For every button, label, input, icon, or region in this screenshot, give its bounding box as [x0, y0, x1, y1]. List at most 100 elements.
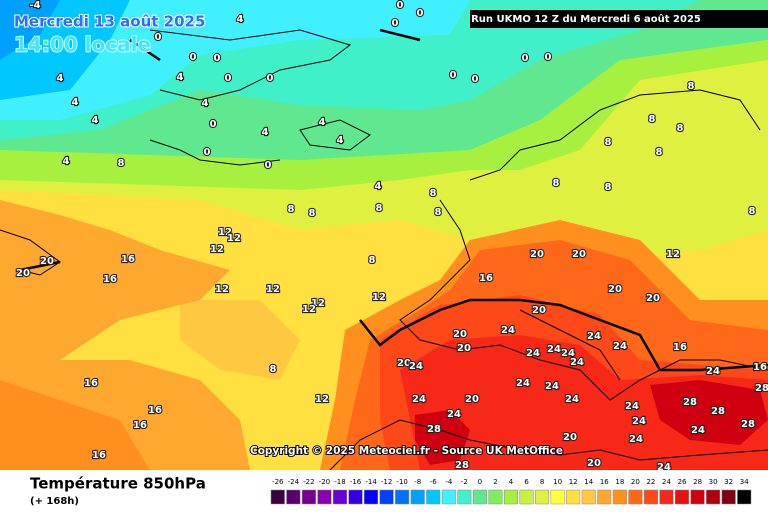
isotherm-label: 16 [103, 274, 117, 285]
isotherm-label: 8 [270, 364, 277, 375]
isotherm-label: 8 [376, 203, 383, 214]
isotherm-label: 28 [427, 424, 441, 435]
scale-tick-label: -2 [461, 478, 468, 486]
temperature-band [650, 380, 768, 445]
scale-swatch [379, 489, 394, 505]
scale-swatch [364, 489, 379, 505]
isotherm-label: 0 [522, 53, 529, 64]
isotherm-label: 0 [155, 32, 162, 43]
field-title: Température 850hPa [30, 475, 206, 493]
scale-swatch [410, 489, 425, 505]
isotherm-label: 20 [397, 358, 411, 369]
isotherm-label: 12 [372, 292, 386, 303]
isotherm-label: 28 [741, 419, 755, 430]
isotherm-label: 20 [563, 432, 577, 443]
scale-tick-label: -8 [414, 478, 421, 486]
isotherm-label: 12 [666, 249, 680, 260]
scale-swatch [348, 489, 363, 505]
scale-tick-label: -26 [272, 478, 284, 486]
isotherm-label: 24 [545, 381, 559, 392]
isotherm-label: 20 [530, 249, 544, 260]
isotherm-label: 24 [629, 434, 643, 445]
scale-tick-label: -4 [445, 478, 453, 486]
contour [19, 28, 421, 272]
isotherm-label: 4 [319, 117, 326, 128]
isotherm-label: 16 [479, 273, 493, 284]
scale-swatch [612, 489, 627, 505]
isotherm-label: 0 [545, 52, 552, 63]
isotherm-label: 0 [204, 147, 211, 158]
isotherm-label: 24 [412, 394, 426, 405]
isotherm-label: 4 [202, 98, 209, 109]
isotherm-label: 12 [302, 304, 316, 315]
isotherm-label: 24 [447, 409, 461, 420]
scale-swatch [441, 489, 456, 505]
temperature-band [0, 0, 470, 120]
scale-tick-label: 4 [509, 478, 514, 486]
scale-tick-label: -18 [334, 478, 345, 486]
isotherm-label: 20 [465, 394, 479, 405]
isotherm-label: 16 [148, 405, 162, 416]
local-time: 14:00 locale [14, 33, 151, 57]
scale-tick-label: 30 [709, 478, 718, 486]
isotherm-label: 24 [547, 344, 561, 355]
temperature-band [400, 335, 768, 470]
isotherm-label: 24 [613, 341, 627, 352]
run-banner [470, 10, 768, 28]
scale-swatch [426, 489, 441, 505]
scale-tick-label: -12 [381, 478, 392, 486]
isotherm-label: 0 [265, 160, 272, 171]
isotherm-label: 28 [683, 397, 697, 408]
isotherm-label: 4 [375, 181, 382, 192]
isotherm-label: 24 [587, 331, 601, 342]
isotherm-label: 16 [753, 362, 767, 373]
scale-tick-label: -14 [365, 478, 377, 486]
isotherm-label: 24 [516, 378, 530, 389]
isotherm-label: 12 [227, 233, 241, 244]
temperature-band [0, 380, 150, 470]
isotherm-label: 20 [40, 256, 54, 267]
isotherm-label: 28 [755, 383, 768, 394]
isotherm-label: 16 [121, 254, 135, 265]
isotherm-label: 0 [450, 70, 457, 81]
scale-swatch [550, 489, 565, 505]
temperature-band [180, 300, 300, 380]
scale-swatch [581, 489, 596, 505]
isotherm-label: 12 [210, 244, 224, 255]
isotherm-label: 8 [688, 81, 695, 92]
scale-tick-label: 6 [524, 478, 529, 486]
isotherm-label: 0 [190, 52, 197, 63]
scale-swatch [721, 489, 736, 505]
isotherm-label: 0 [397, 0, 404, 11]
scale-tick-label: -10 [396, 478, 407, 486]
temperature-field [0, 0, 768, 470]
isotherm-label: 0 [417, 8, 424, 19]
scale-swatch [628, 489, 643, 505]
isotherm-label: 24 [625, 401, 639, 412]
scale-swatch [597, 489, 612, 505]
scale-swatch [690, 489, 705, 505]
scale-swatch [270, 489, 285, 505]
isotherm-label: 8 [605, 182, 612, 193]
isotherm-label: 0 [214, 53, 221, 64]
isotherm-label: 16 [84, 378, 98, 389]
scale-swatch [395, 489, 410, 505]
scale-swatch [332, 489, 347, 505]
scale-swatch [706, 489, 721, 505]
isotherm-label: 8 [656, 147, 663, 158]
isotherm-label: 0 [225, 73, 232, 84]
scale-tick-label: -6 [430, 478, 438, 486]
isotherm-label: 8 [605, 137, 612, 148]
isotherm-label: 4 [92, 115, 99, 126]
isotherm-label: 0 [210, 119, 217, 130]
isotherm-label: 8 [118, 158, 125, 169]
isotherm-label: 12 [311, 298, 325, 309]
isotherm-label: 8 [288, 204, 295, 215]
isotherm-label: 0 [267, 73, 274, 84]
isotherm-label: 0 [392, 18, 399, 29]
isotherm-label: 20 [587, 458, 601, 469]
lead-time: (+ 168h) [30, 496, 79, 507]
scale-swatch [519, 489, 534, 505]
scale-swatch [457, 489, 472, 505]
